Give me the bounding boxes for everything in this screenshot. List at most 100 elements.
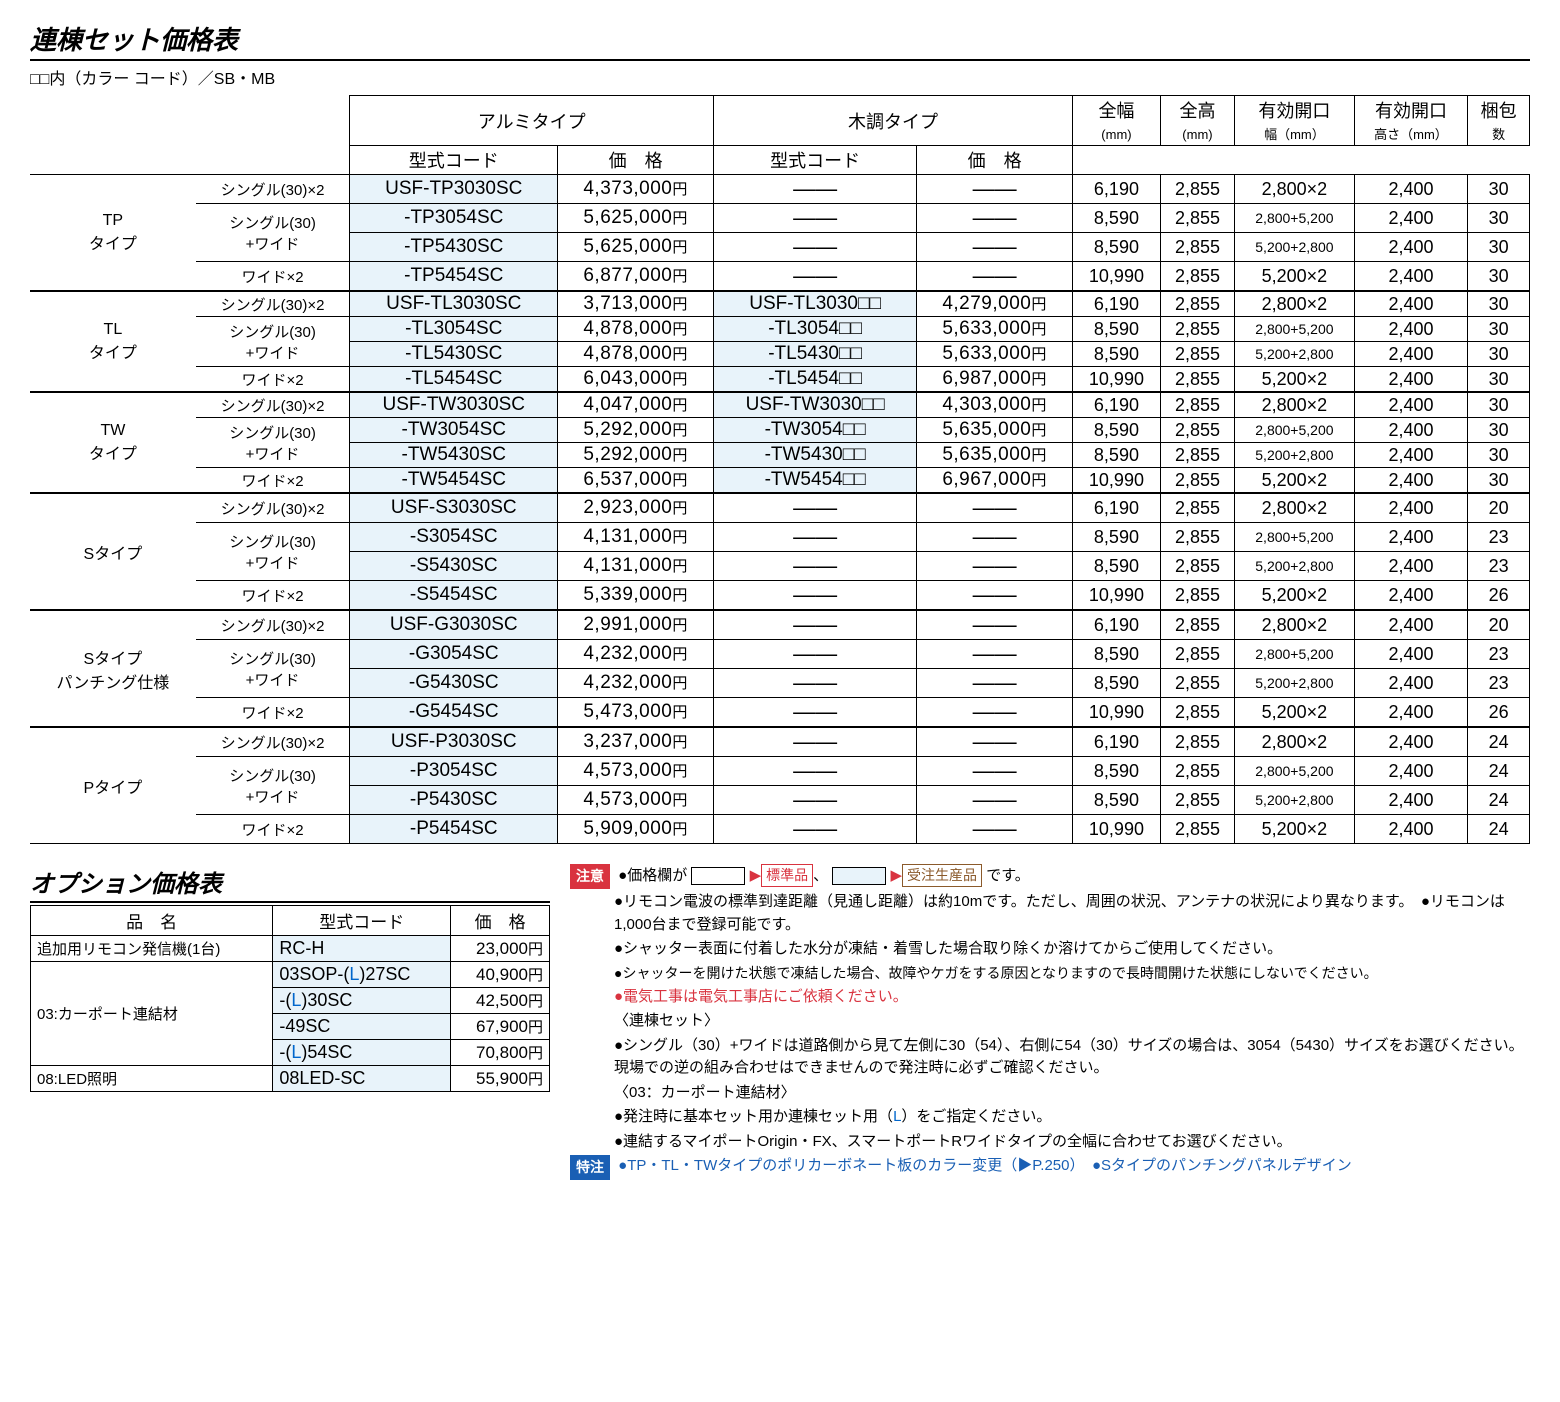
- th-width: 全幅(mm): [1073, 96, 1161, 146]
- cell: 2,991,000: [558, 610, 714, 640]
- type-cell: Pタイプ: [30, 727, 196, 844]
- cell: 5,633,000: [917, 317, 1073, 342]
- cell: 2,400: [1354, 418, 1467, 443]
- cell: 30: [1468, 204, 1530, 233]
- cell: 8,590: [1073, 317, 1161, 342]
- variant-cell: シングル(30)+ワイド: [196, 757, 350, 815]
- variant-cell: ワイド×2: [196, 581, 350, 611]
- cell: 2,400: [1354, 342, 1467, 367]
- cell: 6,967,000: [917, 468, 1073, 494]
- th-alumi: アルミタイプ: [350, 96, 714, 146]
- opt-th-price: 価 格: [451, 906, 550, 936]
- cell: 2,400: [1354, 757, 1467, 786]
- cell: 4,573,000: [558, 757, 714, 786]
- opt-price: 67,900: [451, 1014, 550, 1040]
- cell: 2,855: [1160, 367, 1234, 393]
- cell: 30: [1468, 392, 1530, 418]
- cell: -TL5454□□: [714, 367, 917, 393]
- opt-code: 03SOP-(L)27SC: [273, 962, 451, 988]
- cell: -S3054SC: [350, 523, 558, 552]
- cell: ——: [714, 233, 917, 262]
- cell: 2,800×2: [1235, 610, 1355, 640]
- cell: 4,279,000: [917, 291, 1073, 317]
- cell: 8,590: [1073, 669, 1161, 698]
- cell: -TL5430□□: [714, 342, 917, 367]
- cell: -G3054SC: [350, 640, 558, 669]
- table-row: ワイド×2-S5454SC5,339,000————10,9902,8555,2…: [30, 581, 1530, 611]
- cell: 2,855: [1160, 291, 1234, 317]
- cell: ——: [917, 610, 1073, 640]
- cell: 2,400: [1354, 493, 1467, 523]
- cell: 4,131,000: [558, 552, 714, 581]
- table-row: TLタイプシングル(30)×2USF-TL3030SC3,713,000USF-…: [30, 291, 1530, 317]
- cell: 4,373,000: [558, 175, 714, 204]
- cell: 20: [1468, 610, 1530, 640]
- cell: ——: [714, 262, 917, 292]
- cell: 5,473,000: [558, 698, 714, 728]
- th-model2: 型式コード: [714, 146, 917, 175]
- cell: 6,537,000: [558, 468, 714, 494]
- cell: ——: [714, 175, 917, 204]
- subtitle: □□内（カラー コード）／SB・MB: [30, 65, 1530, 89]
- cell: -S5454SC: [350, 581, 558, 611]
- cell: 2,800×2: [1235, 493, 1355, 523]
- cell: 2,400: [1354, 367, 1467, 393]
- cell: 2,800+5,200: [1235, 757, 1355, 786]
- cell: 2,855: [1160, 443, 1234, 468]
- cell: 10,990: [1073, 367, 1161, 393]
- cell: 26: [1468, 698, 1530, 728]
- cell: ——: [714, 815, 917, 844]
- cell: USF-TL3030□□: [714, 291, 917, 317]
- opt-price: 55,900: [451, 1066, 550, 1092]
- th-price2: 価 格: [917, 146, 1073, 175]
- cell: ——: [714, 204, 917, 233]
- cell: 10,990: [1073, 815, 1161, 844]
- table-row: シングル(30)+ワイド-G3054SC4,232,000————8,5902,…: [30, 640, 1530, 669]
- cell: USF-TW3030SC: [350, 392, 558, 418]
- cell: 3,713,000: [558, 291, 714, 317]
- cell: -TL5430SC: [350, 342, 558, 367]
- cell: ——: [714, 640, 917, 669]
- cell: 2,855: [1160, 786, 1234, 815]
- table-row: ワイド×2-TL5454SC6,043,000-TL5454□□6,987,00…: [30, 367, 1530, 393]
- cell: 2,800+5,200: [1235, 204, 1355, 233]
- cell: 2,400: [1354, 523, 1467, 552]
- cell: -TW5454□□: [714, 468, 917, 494]
- cell: 2,400: [1354, 552, 1467, 581]
- variant-cell: シングル(30)×2: [196, 727, 350, 757]
- cell: ——: [714, 786, 917, 815]
- opt-th-code: 型式コード: [273, 906, 451, 936]
- cell: 2,800+5,200: [1235, 317, 1355, 342]
- cell: USF-TP3030SC: [350, 175, 558, 204]
- cell: ——: [714, 698, 917, 728]
- price-table: アルミタイプ 木調タイプ 全幅(mm) 全高(mm) 有効開口幅（mm） 有効開…: [30, 95, 1530, 844]
- variant-cell: ワイド×2: [196, 468, 350, 494]
- cell: 2,400: [1354, 443, 1467, 468]
- option-row: 追加用リモコン発信機(1台)RC-H23,000: [31, 936, 550, 962]
- cell: 4,232,000: [558, 669, 714, 698]
- cell: 26: [1468, 581, 1530, 611]
- cell: 8,590: [1073, 418, 1161, 443]
- cell: 8,590: [1073, 786, 1161, 815]
- option-row: 08:LED照明08LED-SC55,900: [31, 1066, 550, 1092]
- cell: 5,200×2: [1235, 698, 1355, 728]
- cell: ——: [917, 786, 1073, 815]
- cell: 2,855: [1160, 610, 1234, 640]
- cell: 2,923,000: [558, 493, 714, 523]
- table-row: ワイド×2-P5454SC5,909,000————10,9902,8555,2…: [30, 815, 1530, 844]
- cell: ——: [917, 581, 1073, 611]
- cell: 30: [1468, 291, 1530, 317]
- cell: 24: [1468, 786, 1530, 815]
- th-opw: 有効開口幅（mm）: [1235, 96, 1355, 146]
- cell: 2,855: [1160, 552, 1234, 581]
- cell: 5,200×2: [1235, 262, 1355, 292]
- cell: 30: [1468, 468, 1530, 494]
- option-table: 品 名 型式コード 価 格 追加用リモコン発信機(1台)RC-H23,00003…: [30, 905, 550, 1092]
- cell: ——: [917, 640, 1073, 669]
- cell: -TW5430□□: [714, 443, 917, 468]
- cell: 5,200×2: [1235, 367, 1355, 393]
- cell: 24: [1468, 727, 1530, 757]
- variant-cell: ワイド×2: [196, 367, 350, 393]
- variant-cell: ワイド×2: [196, 262, 350, 292]
- cell: USF-TW3030□□: [714, 392, 917, 418]
